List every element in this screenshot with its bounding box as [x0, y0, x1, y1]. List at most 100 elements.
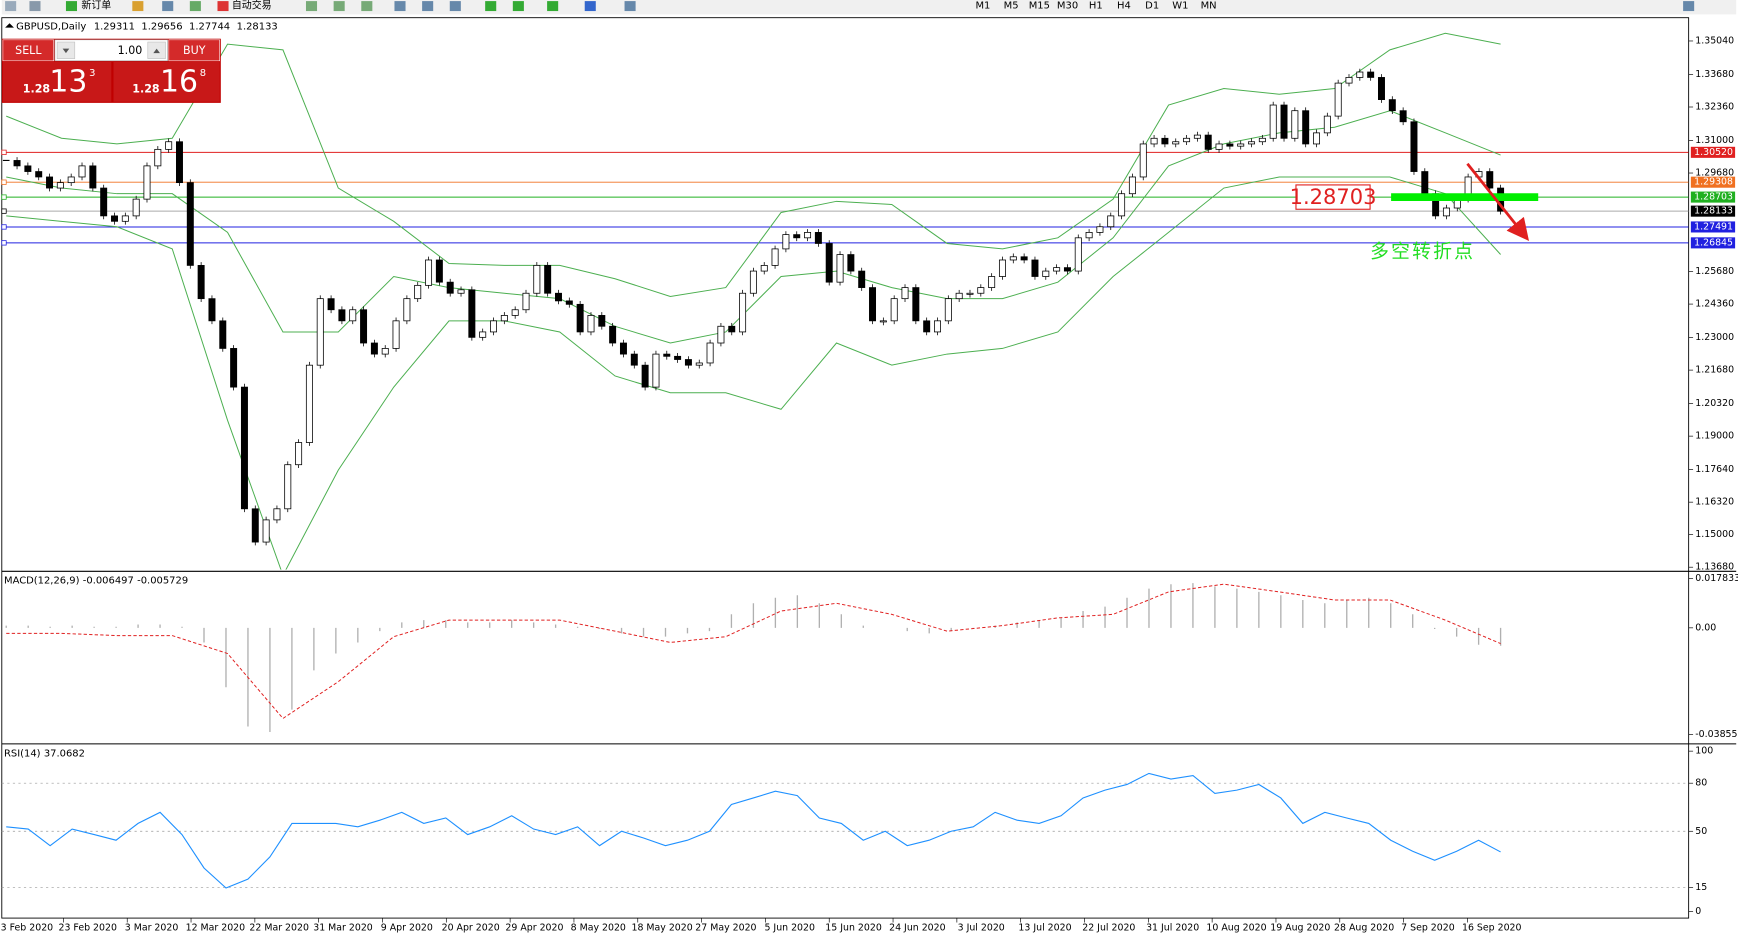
candle	[1009, 256, 1017, 261]
y-tick-label: 1.17640	[1695, 464, 1734, 475]
candle	[966, 292, 974, 295]
icon[interactable]	[547, 1, 559, 12]
timeframe-button[interactable]: M1	[975, 1, 990, 12]
date-label: 3 Mar 2020	[125, 923, 179, 934]
candle	[56, 182, 64, 189]
lot-field[interactable]	[54, 39, 168, 62]
icon[interactable]	[132, 1, 144, 12]
candle	[35, 171, 43, 178]
date-label: 28 Aug 2020	[1334, 923, 1394, 934]
icon[interactable]	[65, 1, 78, 12]
icon[interactable]	[162, 1, 174, 12]
candle	[879, 320, 887, 323]
date-label: 20 Apr 2020	[442, 923, 500, 934]
candle	[1323, 115, 1331, 134]
candle	[370, 342, 378, 355]
new-order-button[interactable]: 新订单	[81, 0, 111, 12]
icon[interactable]	[29, 1, 41, 12]
timeframe-bar: M1 M5 M15 M30 H1 H4 D1 W1 MN	[975, 1, 1216, 12]
candle	[944, 298, 952, 322]
sell-label[interactable]: SELL	[15, 44, 42, 57]
icon[interactable]	[1683, 1, 1695, 12]
price-tag-label: 1.28133	[1694, 206, 1733, 217]
icon[interactable]	[217, 1, 229, 12]
candle	[858, 270, 866, 288]
price-tag	[1690, 191, 1736, 203]
candle	[490, 320, 498, 333]
buy-button[interactable]	[168, 39, 220, 62]
price-tag-label: 1.28703	[1694, 192, 1733, 203]
icon[interactable]	[449, 1, 461, 12]
price-tag	[1690, 237, 1736, 249]
candle	[1118, 193, 1126, 217]
y-tick-label: 1.32360	[1695, 101, 1734, 112]
candle	[652, 353, 660, 388]
buy-label[interactable]: BUY	[183, 44, 206, 57]
level-marker	[1, 179, 7, 185]
date-label: 24 Jun 2020	[889, 923, 946, 934]
icon[interactable]	[394, 1, 406, 12]
timeframe-button[interactable]: M30	[1057, 1, 1078, 12]
date-label: 7 Sep 2020	[1401, 923, 1455, 934]
date-label: 29 Apr 2020	[505, 923, 563, 934]
icon[interactable]	[333, 1, 345, 12]
candle	[1388, 99, 1396, 112]
timeframe-button[interactable]: H4	[1117, 1, 1131, 12]
timeframe-button[interactable]: H1	[1089, 1, 1103, 12]
macd-name: MACD(12,26,9)	[4, 576, 80, 587]
icon[interactable]	[5, 1, 17, 12]
icon[interactable]	[189, 1, 201, 12]
timeframe-button[interactable]: D1	[1145, 1, 1159, 12]
icon[interactable]	[485, 1, 497, 12]
candle	[175, 141, 183, 184]
y-tick-label: 1.15000	[1695, 529, 1734, 540]
date-label: 22 Jul 2020	[1082, 923, 1135, 934]
buy-price-box[interactable]	[113, 61, 220, 102]
candle	[869, 287, 877, 322]
sell-button[interactable]	[2, 39, 55, 62]
candle	[111, 215, 118, 222]
rsi-line	[6, 772, 1501, 889]
icon[interactable]	[305, 1, 318, 12]
candle	[1258, 137, 1266, 143]
toolbar-icons	[5, 1, 1695, 12]
y-tick-label: 1.21680	[1695, 365, 1734, 376]
sell-price-box[interactable]	[2, 61, 112, 102]
bollinger-middle	[6, 110, 1501, 344]
date-label: 22 Mar 2020	[249, 923, 309, 934]
date-axis: 13 Feb 2020 23 Feb 2020 3 Mar 2020 12 Mar 2…	[0, 918, 1522, 934]
candle	[1063, 267, 1071, 272]
timeframe-button[interactable]: M15	[1029, 1, 1050, 12]
annotation-box	[1295, 184, 1371, 210]
date-label: 3 Jul 2020	[958, 923, 1005, 934]
y-tick-label: 100	[1695, 746, 1713, 757]
candle	[1204, 134, 1212, 150]
auto-trading-button[interactable]: 自动交易	[232, 0, 272, 12]
candle	[1248, 141, 1256, 145]
rsi-plot	[6, 772, 1501, 889]
icon[interactable]	[584, 1, 596, 12]
candle	[641, 364, 649, 388]
candle	[219, 320, 227, 349]
high: 1.29656	[141, 22, 182, 33]
timeframe-button[interactable]: MN	[1201, 1, 1217, 12]
candle	[1215, 143, 1223, 150]
timeframe-button[interactable]: M5	[1004, 1, 1019, 12]
price-tag	[1690, 146, 1736, 158]
timeframe-button[interactable]: W1	[1172, 1, 1188, 12]
icon[interactable]	[422, 1, 434, 12]
candle	[121, 215, 129, 222]
candle	[598, 315, 606, 327]
sell-big-figure: 1.28	[23, 83, 50, 96]
candle	[793, 234, 801, 239]
rsi-pane: 100 80 50 15 0 RSI(14) 37.0682	[1, 746, 1713, 917]
candle	[1367, 71, 1375, 78]
signal-line	[6, 583, 1501, 720]
candle	[998, 259, 1006, 277]
bollinger-upper	[6, 32, 1501, 297]
icon[interactable]	[512, 1, 524, 12]
icon[interactable]	[361, 1, 373, 12]
lot-value[interactable]: 1.00	[118, 44, 143, 57]
icon[interactable]	[624, 1, 636, 12]
candle	[316, 298, 324, 366]
